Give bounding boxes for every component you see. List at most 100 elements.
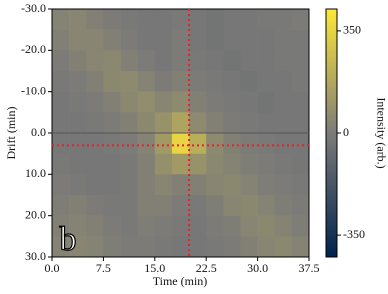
x-axis-label: Time (min)	[153, 274, 208, 288]
heatmap-cell	[137, 195, 156, 216]
heatmap-cell	[274, 153, 293, 175]
heatmap-cell	[154, 71, 173, 92]
heatmap-cell	[137, 236, 156, 258]
heatmap-cell	[206, 174, 224, 196]
heatmap-cell	[223, 9, 241, 30]
y-tick-label: 20.0	[25, 207, 46, 221]
heatmap-cell	[154, 195, 173, 216]
x-tick-label: 30.0	[247, 261, 268, 275]
heatmap-cell	[171, 71, 190, 92]
heatmap-cell	[223, 174, 241, 196]
y-tick-label: -10.0	[21, 83, 46, 97]
heatmap-cell	[291, 133, 310, 154]
heatmap-cell	[69, 9, 87, 30]
heatmap-cell	[223, 29, 241, 51]
heatmap-cell	[154, 215, 173, 237]
heatmap-cell	[240, 174, 258, 196]
heatmap-cell	[52, 29, 70, 51]
heatmap-cell	[69, 174, 87, 196]
heatmap-cell	[52, 236, 70, 258]
heatmap-cell	[257, 9, 276, 30]
x-tick-label: 0.0	[45, 261, 60, 275]
heatmap-cell	[52, 71, 70, 92]
heatmap-cell	[52, 174, 70, 196]
x-tick-label: 15.0	[144, 261, 165, 275]
heatmap-cell	[86, 29, 104, 51]
heatmap-cell	[257, 236, 276, 258]
heatmap-cell	[154, 133, 173, 154]
heatmap-cell	[257, 50, 276, 72]
x-tick-label: 37.5	[299, 261, 320, 275]
heatmap-cell	[291, 174, 310, 196]
heatmap-cell	[223, 236, 241, 258]
heatmap-cell	[120, 133, 138, 154]
heatmap-cell	[137, 174, 156, 196]
heatmap-cell	[206, 29, 224, 51]
heatmap-cell	[137, 9, 156, 30]
heatmap-cell	[171, 112, 190, 134]
heatmap-cell	[86, 112, 104, 134]
heatmap-cell	[171, 174, 190, 196]
heatmap-cell	[154, 236, 173, 258]
heatmap-cell	[171, 133, 190, 154]
heatmap-cell	[257, 133, 276, 154]
heatmap-cell	[206, 9, 224, 30]
heatmap-cell	[240, 215, 258, 237]
heatmap-cell	[171, 50, 190, 72]
heatmap-cell	[274, 50, 293, 72]
heatmap-cell	[240, 236, 258, 258]
heatmap-cell	[52, 195, 70, 216]
heatmap-cell	[52, 112, 70, 134]
heatmap-cell	[137, 91, 156, 113]
heatmap-cell	[189, 91, 207, 113]
heatmap-cell	[171, 91, 190, 113]
heatmap-cell	[291, 50, 310, 72]
heatmap-cell	[257, 153, 276, 175]
heatmap-cell	[171, 9, 190, 30]
heatmap-cell	[291, 9, 310, 30]
colorbar-tick-label: 0	[343, 125, 349, 139]
heatmap-cell	[120, 9, 138, 30]
heatmap-cell	[240, 9, 258, 30]
heatmap-cell	[274, 133, 293, 154]
heatmap-cell	[240, 195, 258, 216]
heatmap-cell	[103, 215, 121, 237]
heatmap-cell	[206, 71, 224, 92]
y-tick-label: 30.0	[25, 249, 46, 263]
heatmap-cell	[137, 29, 156, 51]
heatmap-cell	[103, 153, 121, 175]
heatmap-cell	[154, 29, 173, 51]
heatmap-cell	[240, 91, 258, 113]
heatmap-cell	[69, 153, 87, 175]
heatmap-cell	[240, 153, 258, 175]
heatmap-cell	[274, 29, 293, 51]
heatmap-cell	[274, 9, 293, 30]
heatmap-cell	[103, 50, 121, 72]
heatmap-cell	[189, 29, 207, 51]
heatmap-cell	[257, 215, 276, 237]
heatmap-cell	[223, 215, 241, 237]
heatmap-cell	[69, 215, 87, 237]
heatmap-cell	[154, 112, 173, 134]
heatmap-cell	[86, 215, 104, 237]
heatmap-cell	[274, 112, 293, 134]
heatmap-cell	[69, 112, 87, 134]
heatmap-cell	[86, 236, 104, 258]
y-tick-label: -20.0	[21, 42, 46, 56]
heatmap-cell	[154, 153, 173, 175]
heatmap-cell	[291, 236, 310, 258]
heatmap-cell	[154, 9, 173, 30]
heatmap-cell	[154, 91, 173, 113]
colorbar	[325, 8, 338, 258]
heatmap-cell	[189, 174, 207, 196]
heatmap-cell	[86, 153, 104, 175]
heatmap-cell	[86, 174, 104, 196]
heatmap-cell	[291, 195, 310, 216]
heatmap-cell	[69, 71, 87, 92]
heatmap-cell	[103, 133, 121, 154]
heatmap-cell	[52, 133, 70, 154]
heatmap-cell	[120, 112, 138, 134]
heatmap-cell	[86, 9, 104, 30]
heatmap-cell	[291, 153, 310, 175]
heatmap-cell	[171, 215, 190, 237]
